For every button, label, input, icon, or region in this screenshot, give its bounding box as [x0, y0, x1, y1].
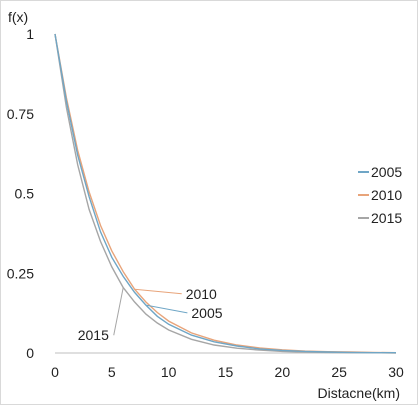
x-axis-title: Distacne(km) [318, 385, 400, 401]
annotation-leader-2010 [134, 288, 182, 295]
x-tick-label: 20 [275, 364, 291, 380]
y-tick-label: 0.5 [15, 186, 35, 202]
series-line-2015 [54, 33, 397, 354]
annotation-label-2010: 2010 [186, 286, 217, 302]
y-tick-label: 0.75 [7, 106, 34, 122]
x-tick-label: 5 [108, 364, 116, 380]
legend-label-2010: 2010 [371, 187, 402, 203]
annotation-leader-2005 [145, 304, 188, 314]
series-line-2010 [54, 33, 397, 354]
legend-label-2005: 2005 [371, 164, 402, 180]
x-tick-label: 0 [51, 364, 59, 380]
series-line-2005 [54, 33, 396, 354]
y-tick-label: 1 [26, 26, 34, 42]
y-tick-label: 0 [26, 345, 34, 361]
x-tick-label: 30 [388, 364, 404, 380]
legend-label-2015: 2015 [371, 210, 402, 226]
legend: 2005 2010 2015 [358, 164, 402, 226]
x-tick-label: 10 [161, 364, 177, 380]
annotation-label-2015: 2015 [78, 327, 109, 343]
x-tick-label: 15 [218, 364, 234, 380]
y-axis-title: f(x) [8, 9, 28, 25]
annotation-label-2005: 2005 [191, 305, 222, 321]
y-tick-label: 0.25 [7, 265, 34, 281]
x-tick-label: 25 [331, 364, 347, 380]
annotation-leader-2015 [113, 287, 124, 336]
